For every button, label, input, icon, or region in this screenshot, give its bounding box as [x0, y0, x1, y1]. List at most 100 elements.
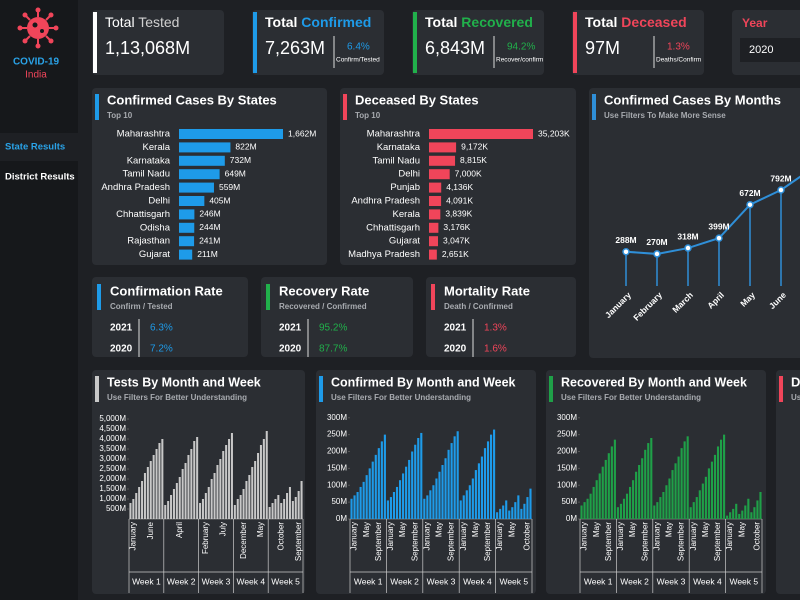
- year-value[interactable]: 2020: [749, 44, 773, 56]
- sidebar-top: [0, 0, 78, 133]
- bar: [607, 453, 610, 519]
- panel-title: Tests By Month and Week: [107, 375, 261, 389]
- kpi-title: Total Confirmed: [265, 14, 371, 30]
- bar: [659, 497, 662, 519]
- bar: [526, 497, 529, 519]
- bar: [389, 497, 393, 519]
- kpi-value: 6,843M: [425, 38, 485, 58]
- rate-card: [261, 277, 413, 357]
- category-label: Kerala: [393, 209, 421, 220]
- category-label: Delhi: [398, 169, 420, 180]
- bar: [750, 512, 753, 519]
- bar: [698, 490, 701, 519]
- month-label: May: [592, 522, 601, 537]
- month-label: May: [362, 522, 371, 537]
- kpi-title-highlight: Tested: [138, 14, 179, 30]
- bar: [280, 503, 283, 519]
- bar: [199, 503, 202, 519]
- bar: [233, 505, 236, 519]
- month-label: May: [701, 522, 710, 537]
- bar: [219, 459, 222, 519]
- bar: [286, 493, 289, 519]
- bar: [213, 473, 216, 519]
- bar: [368, 468, 371, 519]
- bar: [161, 439, 164, 519]
- week-label: Week 2: [390, 576, 419, 586]
- value-label: 3,047K: [443, 235, 470, 245]
- week-label: Week 2: [620, 576, 649, 586]
- value-label: 822M: [235, 142, 256, 152]
- rate-value: 6.3%: [150, 323, 173, 334]
- week-label: Week 3: [202, 576, 231, 586]
- kpi-title: Total Recovered: [425, 14, 533, 30]
- value-label: 288M: [615, 235, 636, 245]
- bar: [274, 499, 277, 519]
- bar: [179, 196, 205, 206]
- nav-item[interactable]: State Results: [5, 142, 65, 153]
- bar: [671, 470, 674, 519]
- panel-subtitle: Top 10: [355, 111, 381, 120]
- y-tick-label: 200M: [327, 447, 347, 456]
- bar: [429, 129, 533, 139]
- logo-subtitle: India: [25, 70, 47, 81]
- panel-subtitle: Use Filters For Better Understanding: [107, 393, 247, 402]
- rate-year: 2020: [110, 344, 133, 355]
- bar: [625, 493, 629, 519]
- y-tick-label: 150M: [327, 463, 347, 472]
- bar: [508, 510, 511, 519]
- panel: [92, 370, 305, 594]
- bar: [520, 508, 523, 519]
- bar: [190, 449, 193, 519]
- bar: [129, 503, 132, 519]
- week-label: Week 5: [499, 576, 528, 586]
- rate-year: 2021: [279, 323, 302, 334]
- month-label: September: [483, 522, 492, 561]
- bar: [613, 439, 616, 519]
- rate-title: Confirmation Rate: [110, 283, 223, 298]
- bar: [644, 449, 647, 519]
- bar: [414, 444, 417, 519]
- month-label: June: [146, 521, 155, 539]
- bar: [459, 500, 462, 519]
- bar: [471, 478, 474, 519]
- kpi-value: 97M: [585, 38, 620, 58]
- rate-year: 2021: [110, 323, 133, 334]
- bar: [262, 439, 265, 519]
- month-label: July: [218, 522, 227, 536]
- category-label: Gujarat: [389, 236, 421, 247]
- bar: [239, 495, 242, 519]
- rate-value: 1.3%: [484, 323, 507, 334]
- panel-title: Confirmed Cases By Months: [604, 92, 781, 107]
- bar: [350, 498, 353, 519]
- kpi-accent: [413, 12, 417, 73]
- bar: [493, 429, 496, 519]
- y-tick-label: 300M: [557, 413, 577, 422]
- month-label: September: [447, 522, 456, 561]
- panel-accent: [779, 376, 783, 402]
- panel-accent: [592, 94, 596, 120]
- bar: [179, 249, 193, 260]
- bar: [486, 441, 490, 519]
- bar: [283, 499, 286, 519]
- month-label: May: [507, 522, 516, 537]
- category-label: Karnataka: [377, 142, 421, 153]
- bar: [377, 448, 380, 519]
- month-label: December: [239, 522, 248, 559]
- nav-item[interactable]: District Results: [5, 172, 75, 183]
- bar: [477, 463, 480, 519]
- year-label: Year: [742, 16, 768, 30]
- value-label: 244M: [199, 222, 220, 232]
- y-tick-label: 0M: [336, 514, 347, 523]
- bar: [297, 491, 300, 519]
- kpi-accent: [93, 12, 97, 73]
- bar: [155, 449, 158, 519]
- panel-title: D: [791, 374, 800, 389]
- bar: [374, 454, 377, 519]
- y-tick-label: 50M: [561, 497, 577, 506]
- year-select[interactable]: [740, 38, 800, 62]
- bar: [489, 434, 493, 519]
- bar: [167, 501, 170, 519]
- month-label: September: [640, 522, 649, 561]
- value-label: 3,176K: [443, 222, 470, 232]
